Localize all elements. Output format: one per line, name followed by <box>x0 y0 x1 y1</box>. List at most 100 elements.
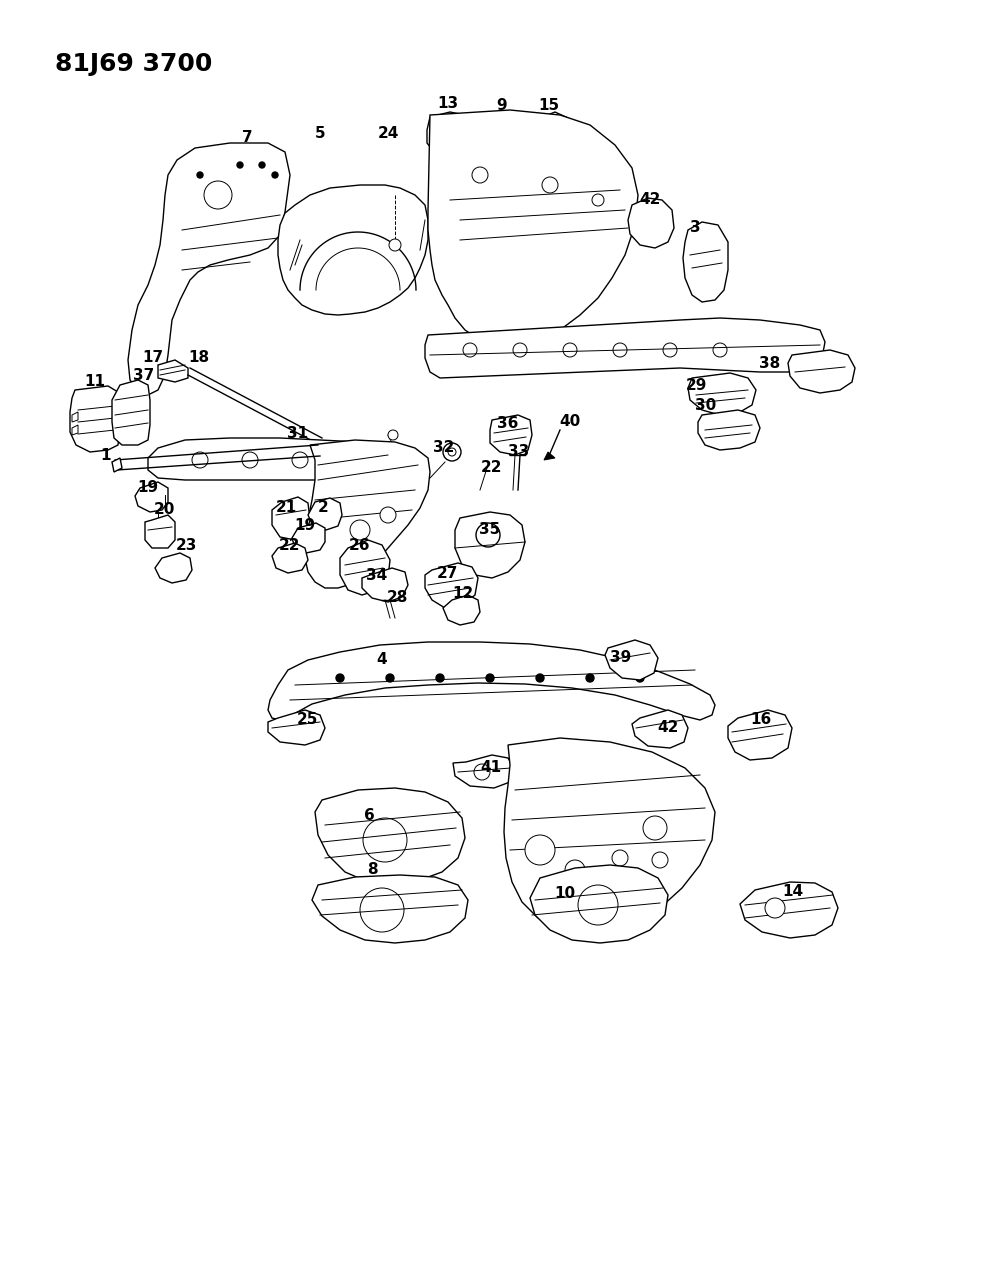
Polygon shape <box>145 515 175 548</box>
Text: 25: 25 <box>297 713 317 728</box>
Polygon shape <box>72 425 78 435</box>
Circle shape <box>350 520 370 541</box>
Circle shape <box>204 181 232 209</box>
Text: 10: 10 <box>555 886 576 900</box>
Polygon shape <box>427 112 472 158</box>
Circle shape <box>192 453 208 468</box>
Text: 9: 9 <box>496 97 507 112</box>
Circle shape <box>713 343 727 357</box>
Text: 22: 22 <box>481 460 501 476</box>
Circle shape <box>272 172 278 178</box>
Polygon shape <box>632 710 688 748</box>
Circle shape <box>443 442 461 462</box>
Polygon shape <box>443 595 480 625</box>
Circle shape <box>765 898 785 918</box>
Circle shape <box>472 167 488 184</box>
Text: 20: 20 <box>153 502 175 518</box>
Circle shape <box>565 861 585 880</box>
Text: 7: 7 <box>241 130 252 145</box>
Polygon shape <box>292 523 325 553</box>
Polygon shape <box>112 458 122 472</box>
Circle shape <box>636 674 644 682</box>
Text: 24: 24 <box>378 125 399 140</box>
Circle shape <box>388 430 398 440</box>
Text: 27: 27 <box>436 566 458 580</box>
Text: 26: 26 <box>349 538 371 552</box>
Text: 12: 12 <box>452 586 474 602</box>
Polygon shape <box>315 788 465 885</box>
Text: 15: 15 <box>538 97 560 112</box>
Text: 28: 28 <box>387 589 407 604</box>
Polygon shape <box>455 513 525 578</box>
Polygon shape <box>268 643 715 720</box>
Polygon shape <box>70 386 120 453</box>
Text: 8: 8 <box>367 862 378 877</box>
Circle shape <box>436 674 444 682</box>
Circle shape <box>643 816 667 840</box>
Circle shape <box>380 507 396 523</box>
Text: 5: 5 <box>315 125 325 140</box>
Polygon shape <box>362 567 408 602</box>
Text: 19: 19 <box>295 518 315 533</box>
Circle shape <box>360 887 404 932</box>
Text: 41: 41 <box>481 760 501 775</box>
Polygon shape <box>112 380 150 445</box>
Text: 31: 31 <box>288 426 309 440</box>
Polygon shape <box>305 440 430 588</box>
Text: 35: 35 <box>480 523 500 538</box>
Text: 1: 1 <box>101 448 111 463</box>
Circle shape <box>386 674 394 682</box>
Text: 13: 13 <box>437 96 459 111</box>
Text: 6: 6 <box>364 807 375 822</box>
Text: 18: 18 <box>189 349 210 365</box>
Polygon shape <box>278 185 428 315</box>
Polygon shape <box>72 412 78 422</box>
Circle shape <box>663 343 677 357</box>
Polygon shape <box>683 222 728 302</box>
Polygon shape <box>605 640 658 680</box>
Circle shape <box>652 852 668 868</box>
Polygon shape <box>135 482 168 513</box>
Polygon shape <box>504 738 715 932</box>
Circle shape <box>486 674 494 682</box>
Text: 14: 14 <box>782 885 803 899</box>
Text: 39: 39 <box>610 649 632 664</box>
Polygon shape <box>272 497 310 541</box>
Circle shape <box>342 453 358 468</box>
Polygon shape <box>155 553 192 583</box>
Polygon shape <box>489 113 520 140</box>
Text: 30: 30 <box>695 399 717 413</box>
Polygon shape <box>425 317 825 377</box>
Text: 2: 2 <box>317 500 328 515</box>
Text: 38: 38 <box>760 356 780 371</box>
Circle shape <box>542 177 558 193</box>
Text: 17: 17 <box>142 351 163 366</box>
Text: 34: 34 <box>366 569 388 584</box>
Polygon shape <box>544 453 555 460</box>
Polygon shape <box>312 875 468 944</box>
Polygon shape <box>740 882 838 938</box>
Circle shape <box>592 194 604 207</box>
Polygon shape <box>158 360 188 382</box>
Circle shape <box>563 343 577 357</box>
Text: 37: 37 <box>134 367 154 382</box>
Text: 29: 29 <box>685 377 707 393</box>
Text: 21: 21 <box>275 501 297 515</box>
Circle shape <box>578 885 618 924</box>
Text: 19: 19 <box>137 481 158 496</box>
Text: 32: 32 <box>433 440 455 454</box>
Circle shape <box>463 343 477 357</box>
Polygon shape <box>308 499 342 530</box>
Text: 22: 22 <box>279 538 301 552</box>
Circle shape <box>259 162 265 168</box>
Polygon shape <box>128 143 290 395</box>
Circle shape <box>586 674 594 682</box>
Polygon shape <box>688 374 756 414</box>
Polygon shape <box>272 543 308 572</box>
Text: 33: 33 <box>508 445 530 459</box>
Polygon shape <box>788 351 855 393</box>
Circle shape <box>536 674 544 682</box>
Text: 23: 23 <box>175 538 197 552</box>
Circle shape <box>474 764 490 780</box>
Circle shape <box>513 343 527 357</box>
